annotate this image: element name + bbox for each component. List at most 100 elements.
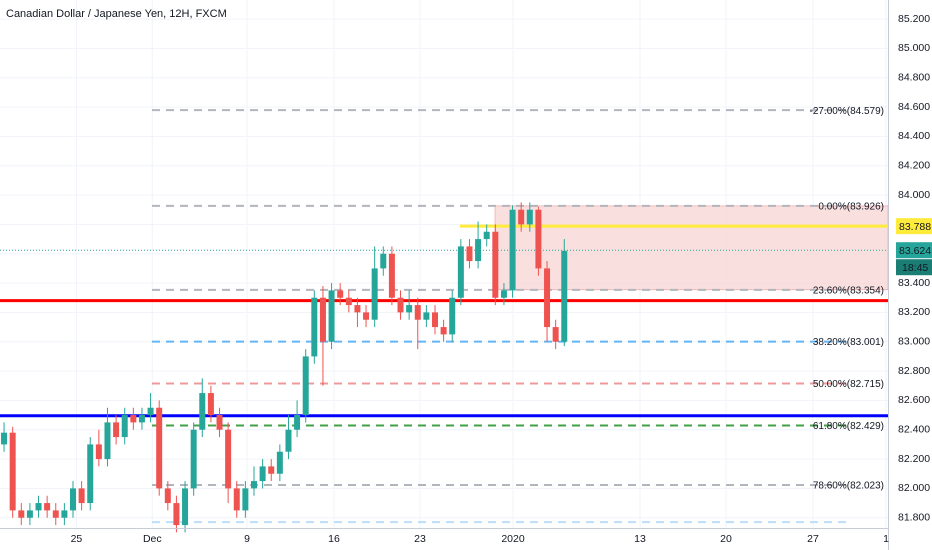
candle-body [431,312,438,328]
candle-body [509,209,516,291]
candle-body [113,422,120,438]
candle-body [216,415,223,430]
candle-body [561,250,568,342]
candle-body [302,356,309,416]
candle-body [199,393,206,430]
candle-body [535,209,542,269]
countdown-label: 18:45 [902,262,928,274]
y-tick-label: 83.400 [898,277,930,289]
x-tick-label: 25 [71,533,83,545]
y-tick-label: 82.600 [898,394,930,406]
fib-label: 23.60%(83.354) [813,285,884,296]
candle-body [147,407,154,416]
candle-body [104,422,111,460]
candle-body [328,290,335,342]
y-tick-label: 84.000 [898,189,930,201]
y-tick-label: 84.600 [898,101,930,113]
candle-body [70,488,77,511]
fib-label: 38.20%(83.001) [813,337,884,348]
y-tick-label: 82.800 [898,365,930,377]
y-tick-label: 84.200 [898,160,930,172]
candle-body [388,253,395,298]
candle-body [1,432,8,445]
candle-body [35,503,42,511]
candle-body [354,305,361,313]
price-badge-label: 83.624 [899,245,931,257]
candle-body [483,231,490,240]
candle-body [285,429,292,452]
y-tick-label: 85.000 [898,42,930,54]
price-badge [896,242,932,259]
fib-label: 50.00%(82.715) [813,379,884,390]
y-tick-label: 82.000 [898,482,930,494]
countdown-badge [896,259,932,276]
candle-body [173,503,180,526]
x-tick-label: 1 [883,533,889,545]
candle-body [190,429,197,489]
candle-body [87,444,94,504]
candle-body [449,297,456,335]
y-tick-label: 82.200 [898,453,930,465]
candle-body [78,488,85,504]
price-badge [896,218,932,235]
chart-title: Canadian Dollar / Japanese Yen, 12H, FXC… [6,8,227,20]
candle-body [345,297,352,306]
candle-body [18,510,25,518]
candle-body [61,510,68,518]
fib-label: -27.00%(84.579) [810,106,885,117]
candle-body [95,444,102,460]
candle-body [164,488,171,504]
x-tick-label: 20 [720,533,732,545]
candle-body [182,488,189,526]
candle-body [9,432,16,511]
candle-body [130,415,137,423]
candle-body [319,297,326,342]
fib-label: 0.00%(83.926) [818,202,884,213]
candle-body [26,510,33,518]
candle-body [242,488,249,511]
candle-body [121,415,128,438]
candle-body [526,209,533,225]
x-tick-label: 9 [244,533,250,545]
candle-body [544,268,551,328]
y-tick-label: 82.400 [898,424,930,436]
candle-body [423,312,430,320]
price-badge-label: 83.788 [899,221,931,233]
candle-body [276,451,283,474]
candle-body [380,253,387,269]
candle-body [466,246,473,262]
y-tick-label: 84.400 [898,130,930,142]
candle-body [475,239,482,262]
candle-body [138,415,145,423]
candle-body [250,481,257,489]
candle-body [52,510,59,518]
candle-body [397,297,404,313]
candle-body [518,209,525,225]
x-tick-label: 23 [414,533,426,545]
fib-label: 61.80%(82.429) [813,421,884,432]
candle-body [337,290,344,298]
fib-zone [494,205,889,291]
y-tick-label: 85.200 [898,13,930,25]
candle-body [371,268,378,320]
y-tick-label: 81.800 [898,512,930,524]
x-tick-label: 2020 [501,533,525,545]
candle-body [294,415,301,430]
candle-body [500,290,507,298]
candle-body [207,393,214,416]
candle-body [414,305,421,320]
candle-body [156,407,163,489]
candle-body [268,466,275,474]
x-tick-label: 16 [328,533,340,545]
candle-body [457,246,464,298]
candle-body [552,327,559,342]
fib-label: 78.60%(82.023) [813,481,884,492]
y-tick-label: 84.800 [898,72,930,84]
candle-body [233,488,240,511]
candle-body [406,305,413,313]
y-tick-label: 83.000 [898,336,930,348]
candle-body [44,503,51,511]
candle-body [492,231,499,298]
x-tick-label: 13 [634,533,646,545]
